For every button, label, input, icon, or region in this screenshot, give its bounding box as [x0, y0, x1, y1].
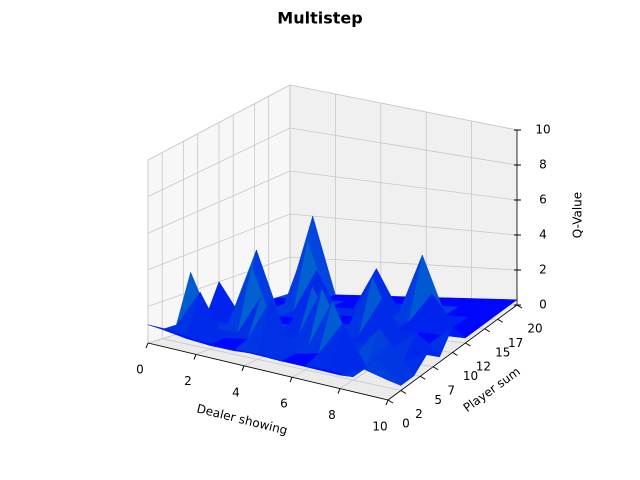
z-tick-label: 2: [539, 263, 547, 277]
x-tick-label: 8: [328, 408, 336, 422]
y-tick: [484, 328, 491, 333]
y-tick-label: 10: [463, 369, 478, 383]
x-tick: [385, 399, 389, 406]
x-tick: [193, 354, 197, 360]
y-tick: [432, 366, 439, 371]
x-tick-label: 10: [372, 420, 387, 434]
grid-line: [147, 213, 291, 271]
y-tick: [419, 375, 426, 380]
grid-line: [289, 170, 518, 201]
y-tick: [387, 399, 394, 404]
y-tick-label: 20: [527, 322, 542, 336]
x-tick: [145, 342, 149, 349]
grid-line: [289, 84, 518, 131]
x-tick: [337, 388, 341, 394]
y-tick: [465, 342, 471, 347]
grid-line: [162, 338, 401, 391]
grid-line: [147, 170, 291, 234]
grid-line: [289, 213, 518, 236]
grid-line: [147, 127, 291, 197]
grid-line: [147, 84, 291, 161]
y-tick: [400, 390, 407, 394]
z-axis-label: Q-Value: [571, 192, 585, 238]
z-tick-label: 6: [539, 193, 547, 207]
z-tick-label: 10: [535, 123, 550, 137]
x-axis-label: Dealer showing: [195, 401, 289, 437]
y-tick: [452, 352, 458, 356]
surface-patch: [363, 359, 402, 386]
x-tick: [289, 377, 293, 383]
axis-line: [147, 342, 389, 401]
y-tick-label: 15: [495, 345, 510, 359]
grid-line: [289, 256, 518, 271]
x-tick-label: 6: [280, 397, 288, 411]
axis-line: [387, 304, 518, 401]
y-tick-label: 7: [447, 383, 455, 397]
x-tick: [241, 365, 245, 371]
z-tick-label: 4: [539, 228, 547, 242]
y-tick-label: 12: [476, 360, 491, 374]
z-tick-label: 8: [539, 158, 547, 172]
z-tick-label: 0: [539, 298, 547, 312]
x-tick-label: 0: [136, 363, 144, 377]
grid-line: [289, 127, 518, 166]
chart-title: Multistep: [277, 9, 362, 28]
y-tick: [497, 318, 503, 323]
x-tick-label: 2: [184, 374, 192, 388]
x-tick-label: 4: [232, 385, 240, 399]
y-tick-label: 5: [434, 393, 442, 407]
y-tick-label: 2: [415, 407, 423, 421]
y-tick-label: 0: [402, 417, 410, 431]
y-tick-label: 17: [508, 336, 523, 350]
